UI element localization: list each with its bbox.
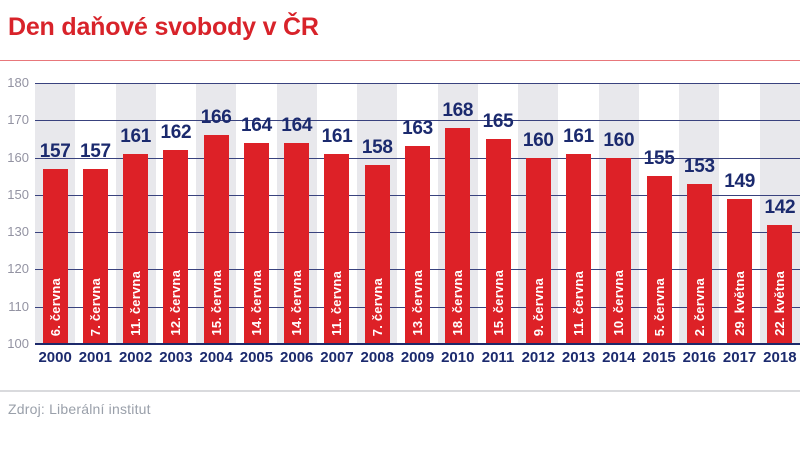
x-axis-year-label: 2016 — [682, 349, 717, 366]
bar-value-label: 149 — [724, 170, 755, 192]
y-axis-tick-label: 100 — [7, 336, 29, 351]
bar-date-label: 7. června — [369, 277, 385, 336]
bar-date-label: 13. června — [410, 270, 425, 336]
bar: 7. června — [364, 165, 390, 344]
bar-value-label: 160 — [603, 129, 635, 151]
x-axis-year-label: 2015 — [642, 349, 676, 366]
bar: 15. června — [485, 138, 511, 344]
y-axis-tick-label: 170 — [7, 112, 29, 128]
y-axis-tick-label: 130 — [7, 224, 29, 240]
gridline — [35, 83, 800, 84]
bar-value-label: 160 — [522, 129, 554, 151]
bar: 10. června — [606, 157, 632, 344]
bar-value-label: 157 — [79, 140, 111, 162]
y-axis-tick-label: 180 — [7, 75, 29, 90]
bar-value-label: 168 — [442, 99, 474, 121]
x-axis-year-label: 2002 — [118, 349, 153, 366]
bar: 15. června — [203, 135, 229, 344]
bar-date-label: 2. června — [691, 277, 707, 336]
bar-value-label: 158 — [361, 137, 393, 159]
gridline — [35, 120, 800, 122]
x-axis-year-label: 2005 — [239, 349, 274, 366]
bar: 6. června — [42, 168, 68, 344]
bar: 13. června — [405, 146, 430, 344]
x-axis-year-label: 2004 — [199, 349, 233, 366]
bar-date-label: 22. května — [772, 271, 788, 336]
bar-date-label: 14. června — [289, 270, 305, 336]
bar-value-label: 153 — [683, 155, 715, 177]
bar: 12. června — [163, 150, 189, 344]
footer-divider — [0, 390, 800, 392]
x-axis-year-label: 2001 — [78, 349, 113, 366]
bar-value-label: 164 — [281, 114, 313, 136]
x-axis-year-label: 2011 — [481, 349, 515, 366]
bar-date-label: 5. června — [651, 277, 667, 336]
bar-date-label: 11. června — [571, 271, 587, 336]
bar-value-label: 155 — [643, 148, 675, 170]
bar-value-label: 164 — [241, 114, 272, 136]
y-axis-tick-label: 110 — [8, 298, 29, 314]
bar: 14. června — [243, 142, 269, 344]
y-axis-tick-label: 150 — [7, 186, 29, 202]
x-axis-year-label: 2012 — [521, 349, 555, 366]
bar: 29. května — [727, 198, 753, 344]
bar-value-label: 161 — [120, 125, 152, 147]
bar-date-label: 14. června — [248, 270, 264, 336]
x-axis-year-label: 2013 — [561, 349, 596, 366]
bar-value-label: 161 — [321, 125, 353, 147]
bar-value-label: 161 — [563, 125, 594, 147]
bar-date-label: 29. května — [732, 271, 748, 336]
y-axis-tick-label: 160 — [7, 149, 29, 165]
bar-date-label: 6. června — [47, 277, 63, 336]
bar-value-label: 142 — [764, 196, 796, 218]
x-axis-year-label: 2006 — [280, 349, 314, 366]
x-axis-year-label: 2017 — [722, 349, 757, 366]
bar: 11. června — [123, 153, 149, 344]
bar: 18. června — [445, 127, 471, 344]
bar-value-label: 162 — [160, 122, 192, 144]
bar: 9. června — [525, 157, 551, 344]
x-axis-year-label: 2008 — [360, 349, 394, 366]
bar: 22. května — [767, 224, 793, 344]
x-axis-year-label: 2000 — [38, 349, 72, 366]
page-title: Den daňové svobody v ČR — [8, 13, 319, 41]
y-axis-tick-label: 120 — [7, 261, 29, 277]
source-credit: Zdroj: Liberální institut — [8, 401, 151, 417]
bar-date-label: 18. června — [450, 270, 466, 336]
x-axis-line — [35, 343, 800, 345]
x-axis-year-label: 2007 — [320, 349, 354, 366]
bar-value-label: 157 — [39, 140, 71, 162]
x-axis-year-label: 2010 — [441, 349, 475, 366]
bar: 2. června — [686, 183, 712, 344]
bar-date-label: 15. června — [490, 270, 506, 336]
bar: 14. června — [284, 142, 310, 344]
bar-date-label: 11. června — [128, 271, 144, 336]
bar: 11. června — [566, 153, 592, 344]
title-underline-rule — [0, 60, 800, 61]
bar: 5. června — [646, 176, 672, 344]
bar-date-label: 7. června — [87, 277, 103, 336]
x-axis-year-label: 2003 — [159, 349, 193, 366]
bar-date-label: 10. června — [611, 270, 627, 336]
bar-date-label: 12. června — [168, 270, 184, 336]
bar-date-label: 15. června — [208, 270, 224, 336]
bar-date-label: 9. června — [530, 277, 546, 336]
bar-value-label: 166 — [200, 107, 232, 129]
x-axis-year-label: 2009 — [400, 349, 435, 366]
bar: 7. června — [82, 168, 108, 344]
bar-date-label: 11. června — [329, 271, 345, 336]
bar-value-label: 163 — [402, 118, 433, 140]
bar-value-label: 165 — [482, 110, 514, 132]
x-axis-year-label: 2018 — [763, 349, 797, 366]
bar: 11. června — [324, 153, 350, 344]
x-axis-year-label: 2014 — [602, 349, 636, 366]
